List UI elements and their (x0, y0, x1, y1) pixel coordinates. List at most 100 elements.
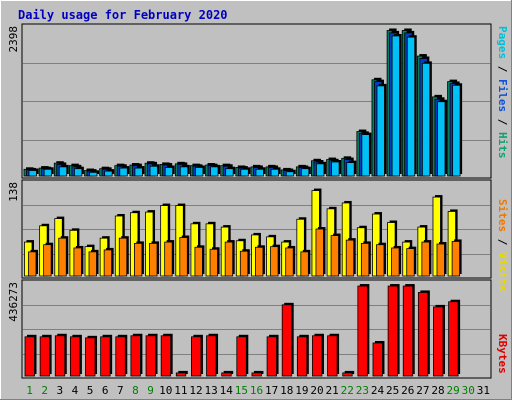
bar-sites-day-21 (330, 235, 339, 277)
day-label-27: 27 (416, 384, 429, 397)
bar-sites-day-18 (285, 247, 294, 277)
bar-pages-day-4 (73, 168, 83, 177)
bar-pages-day-20 (316, 163, 325, 177)
panel2-legend-part-3: Visits (496, 252, 509, 292)
bar-kbytes-day-14-shadow (223, 370, 234, 374)
bar-kbytes-day-8 (130, 335, 141, 377)
panel1-legend-part-5: Hits (496, 132, 509, 159)
bar-pages-day-25 (391, 35, 400, 177)
bar-pages-day-24 (376, 85, 385, 177)
day-label-22: 22 (341, 384, 354, 397)
bar-pages-day-13 (210, 166, 219, 177)
bar-pages-day-28 (437, 101, 446, 177)
bar-pages-day-29 (452, 84, 461, 177)
bar-kbytes-day-17 (266, 336, 277, 377)
bar-sites-day-17 (270, 246, 279, 277)
panel1-bars (23, 28, 463, 177)
bar-kbytes-day-19 (296, 336, 308, 377)
bar-pages-day-21 (331, 161, 340, 177)
bar-kbytes-day-27 (417, 292, 429, 377)
bar-sites-day-3 (58, 237, 67, 277)
bar-kbytes-day-12 (191, 336, 202, 377)
panel1-max-label: 2398 (7, 26, 20, 53)
bar-kbytes-day-5 (85, 337, 96, 377)
bar-kbytes-day-24 (372, 342, 383, 377)
bar-sites-day-12 (194, 246, 203, 277)
bar-pages-day-2 (43, 168, 53, 177)
bar-pages-day-16 (255, 168, 264, 177)
bar-sites-day-8 (134, 242, 143, 277)
day-label-31: 31 (477, 384, 490, 397)
bar-sites-day-11 (179, 237, 188, 277)
day-label-4: 4 (72, 384, 79, 397)
panel1-legend-part-3: Files (496, 79, 509, 112)
panel2-max-label: 138 (7, 182, 20, 202)
bar-pages-day-8 (134, 167, 143, 177)
bar-kbytes-day-29 (448, 301, 459, 377)
panel1-legend-part-2: / (496, 59, 509, 79)
day-label-19: 19 (295, 384, 308, 397)
day-label-2: 2 (41, 384, 48, 397)
bar-sites-day-6 (103, 249, 113, 277)
bar-kbytes-day-13 (206, 335, 217, 377)
bar-kbytes-day-1 (24, 336, 35, 377)
panel3-bars (24, 284, 461, 377)
day-label-18: 18 (280, 384, 293, 397)
day-label-1: 1 (26, 384, 33, 397)
bar-kbytes-day-10 (160, 335, 172, 377)
panel-hits-files-pages: 2398 Pages / Files / Hits (7, 23, 509, 179)
bar-pages-day-10 (164, 167, 174, 177)
bar-pages-day-26 (406, 36, 416, 177)
bar-kbytes-day-22 (342, 372, 353, 377)
bar-sites-day-2 (43, 244, 52, 277)
bar-sites-day-9 (149, 242, 158, 277)
panel1-legend-label: Pages / Files / Hits (496, 26, 509, 159)
bar-kbytes-day-11-shadow (178, 370, 188, 374)
bar-sites-day-16 (255, 246, 264, 277)
bar-sites-day-24 (376, 244, 385, 277)
bar-sites-day-27 (421, 241, 430, 277)
bar-kbytes-day-15 (236, 336, 247, 377)
day-label-16: 16 (250, 384, 263, 397)
bar-kbytes-day-4 (69, 336, 81, 377)
day-label-23: 23 (356, 384, 369, 397)
bar-kbytes-day-21 (327, 335, 338, 377)
bar-pages-day-12 (195, 167, 204, 177)
panel2-legend-label: Sites / Visits (496, 199, 509, 292)
bar-sites-day-19 (300, 251, 309, 277)
day-label-11: 11 (174, 384, 187, 397)
day-label-24: 24 (371, 384, 385, 397)
bar-kbytes-day-16-shadow (253, 370, 264, 374)
bar-pages-day-19 (300, 168, 310, 177)
bar-pages-day-22 (346, 162, 355, 177)
bar-sites-day-28 (436, 243, 445, 277)
bar-sites-day-13 (209, 248, 218, 277)
chart-title: Daily usage for February 2020 (18, 8, 228, 22)
bar-pages-day-27 (421, 62, 431, 177)
panel3-legend-label: KBytes (496, 334, 509, 374)
day-label-5: 5 (87, 384, 94, 397)
day-label-6: 6 (102, 384, 109, 397)
bar-pages-day-15 (240, 168, 249, 177)
day-label-29: 29 (447, 384, 460, 397)
bar-sites-day-10 (164, 241, 173, 277)
bar-pages-day-17 (270, 168, 279, 177)
bar-pages-day-11 (179, 166, 189, 177)
bar-sites-day-29 (451, 241, 461, 277)
bar-kbytes-day-23 (357, 285, 368, 377)
day-label-13: 13 (204, 384, 217, 397)
bar-sites-day-25 (391, 247, 400, 277)
bar-sites-day-14 (224, 241, 234, 277)
bar-kbytes-day-18 (281, 304, 293, 377)
panel2-bars (24, 188, 462, 277)
panel1-legend-part-1: Pages (496, 26, 509, 59)
panel1-legend-part-4: / (496, 112, 509, 132)
bar-pages-day-7 (119, 167, 128, 177)
day-label-20: 20 (310, 384, 323, 397)
panel2-legend-part-2: / (496, 232, 509, 252)
day-label-15: 15 (235, 384, 248, 397)
bar-pages-day-18 (285, 171, 295, 177)
bar-kbytes-day-28 (433, 306, 444, 377)
bar-kbytes-day-2 (39, 336, 51, 377)
